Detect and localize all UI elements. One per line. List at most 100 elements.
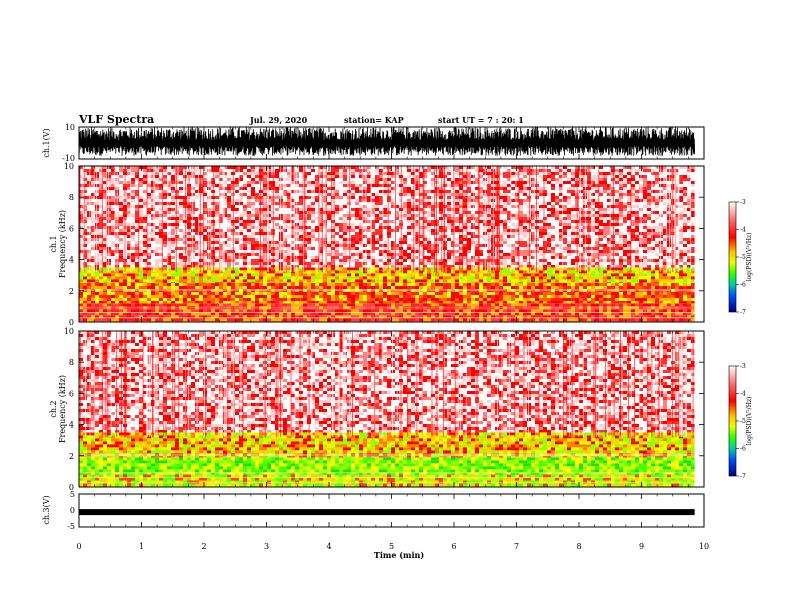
spectrogram-cell (683, 270, 687, 274)
spectrogram-cell (151, 270, 155, 274)
spectrogram-cell (659, 298, 663, 301)
spectrogram-cell (327, 282, 331, 283)
spectrogram-cell (275, 312, 279, 316)
spectrogram-cell (83, 286, 87, 289)
spectrogram-cell (379, 292, 383, 295)
spectrogram-cell (583, 276, 587, 280)
spectrogram-cell (275, 172, 279, 175)
spectrogram-cell (507, 292, 511, 295)
spectrogram-cell (215, 181, 219, 184)
spectrogram-cell (587, 301, 591, 304)
spectrogram-cell (643, 187, 647, 190)
spectrogram-cell (467, 283, 471, 286)
spectrogram-cell (219, 193, 223, 196)
spectrogram-cell (451, 309, 455, 313)
spectrogram-cell (687, 318, 691, 322)
spectrogram-cell (251, 282, 255, 283)
spectrogram-cell (619, 181, 623, 184)
spectrogram-cell (247, 172, 251, 175)
spectrogram-cell (331, 172, 335, 175)
spectrogram-cell (323, 318, 327, 322)
spectrogram-cell (627, 286, 631, 289)
spectrogram-cell (199, 276, 203, 280)
spectrogram-cell (343, 301, 347, 304)
spectrogram-cell (483, 315, 487, 319)
spectrogram-cell (239, 184, 243, 187)
spectrogram-cell (99, 303, 103, 307)
spectrogram-cell (115, 295, 119, 298)
spectrogram-cell (515, 193, 519, 196)
spectrogram-cell (287, 181, 291, 184)
spectrogram-cell (595, 172, 599, 175)
spectrogram-cell (455, 301, 459, 304)
spectrogram-cell (211, 279, 215, 283)
spectrogram-cell (635, 184, 639, 187)
spectrogram-cell (159, 178, 163, 181)
spectrogram-cell (163, 187, 167, 190)
spectrogram-cell (299, 276, 303, 280)
spectrogram-cell (367, 267, 371, 271)
spectrogram-cell (195, 312, 199, 316)
spectrogram-cell (175, 298, 179, 301)
spectrogram-cell (411, 301, 415, 304)
spectrogram-cell (183, 187, 187, 190)
spectrogram-cell (195, 301, 199, 304)
spectrogram-cell (443, 181, 447, 184)
spectrogram-cell (635, 309, 639, 313)
spectrogram-cell (371, 282, 375, 283)
spectrogram-cell (363, 181, 367, 184)
ch1-spectrogram-image (79, 166, 704, 322)
spectrogram-cell (679, 303, 683, 307)
spectrogram-cell (79, 181, 83, 184)
spectrogram-cell (319, 292, 323, 295)
spectrogram-cell (403, 318, 407, 322)
spectrogram-cell (683, 175, 687, 178)
spectrogram-cell (219, 315, 223, 319)
spectrogram-cell (563, 184, 567, 187)
spectrogram-cell (119, 286, 123, 289)
spectrogram-cell (495, 298, 499, 301)
spectrogram-cell (135, 309, 139, 313)
spectrogram-cell (319, 315, 323, 319)
spectrogram-cell (247, 202, 251, 205)
spectrogram-cell (175, 312, 179, 316)
spectrogram-cell (475, 283, 479, 286)
spectrogram-cell (627, 283, 631, 286)
spectrogram-cell (499, 181, 503, 184)
spectrogram-cell (495, 292, 499, 295)
spectrogram-cell (359, 283, 363, 286)
spectrogram-cell (647, 193, 651, 196)
spectrogram-cell (331, 178, 335, 181)
spectrogram-cell (555, 286, 559, 289)
spectrogram-cell (371, 298, 375, 301)
spectrogram-cell (659, 286, 663, 289)
spectrogram-cell (375, 309, 379, 313)
spectrogram-cell (491, 292, 495, 295)
spectrogram-cell (315, 181, 319, 184)
spectrogram-cell (291, 279, 295, 283)
spectrogram-cell (599, 312, 603, 316)
spectrogram-cell (235, 318, 239, 322)
spectrogram-cell (135, 187, 139, 190)
spectrogram-cell (355, 282, 359, 283)
spectrogram-cell (491, 298, 495, 301)
spectrogram-cell (683, 199, 687, 202)
spectrogram-cell (175, 267, 179, 271)
spectrogram-cell (371, 199, 375, 202)
spectrogram-cell (87, 283, 91, 286)
spectrogram-cell (419, 301, 423, 304)
spectrogram-cell (387, 301, 391, 304)
spectrogram-cell (571, 282, 575, 283)
spectrogram-cell (595, 190, 599, 193)
spectrogram-cell (427, 309, 431, 313)
spectrogram-cell (139, 196, 143, 199)
spectrogram-cell (91, 301, 95, 304)
spectrogram-cell (523, 312, 527, 316)
spectrogram-cell (635, 283, 639, 286)
spectrogram-cell (343, 270, 347, 274)
spectrogram-cell (135, 282, 139, 283)
spectrogram-cell (403, 199, 407, 202)
spectrogram-cell (343, 303, 347, 307)
spectrogram-cell (623, 175, 627, 178)
spectrogram-cell (167, 309, 171, 313)
